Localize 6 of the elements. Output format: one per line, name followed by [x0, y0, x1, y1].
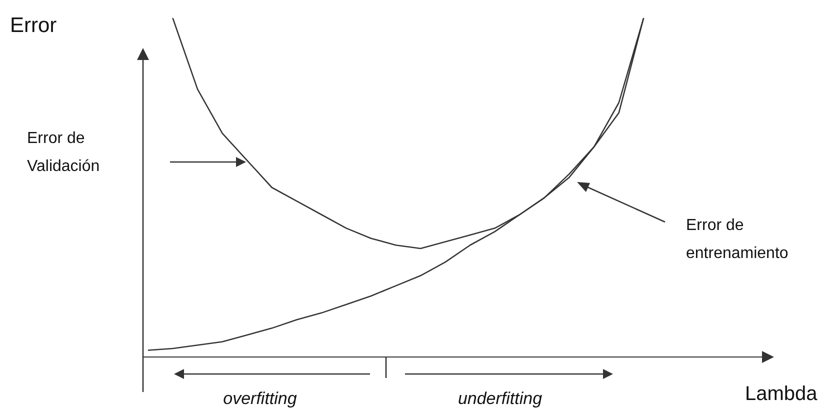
text: underfitting: [456, 388, 544, 410]
text: Error de Validación: [27, 129, 101, 177]
text: overfitting: [222, 388, 298, 410]
text: Error de entrenamiento: [686, 216, 790, 264]
y-axis-title: Error: [10, 14, 57, 38]
x-axis-title: Lambda: [745, 383, 818, 406]
